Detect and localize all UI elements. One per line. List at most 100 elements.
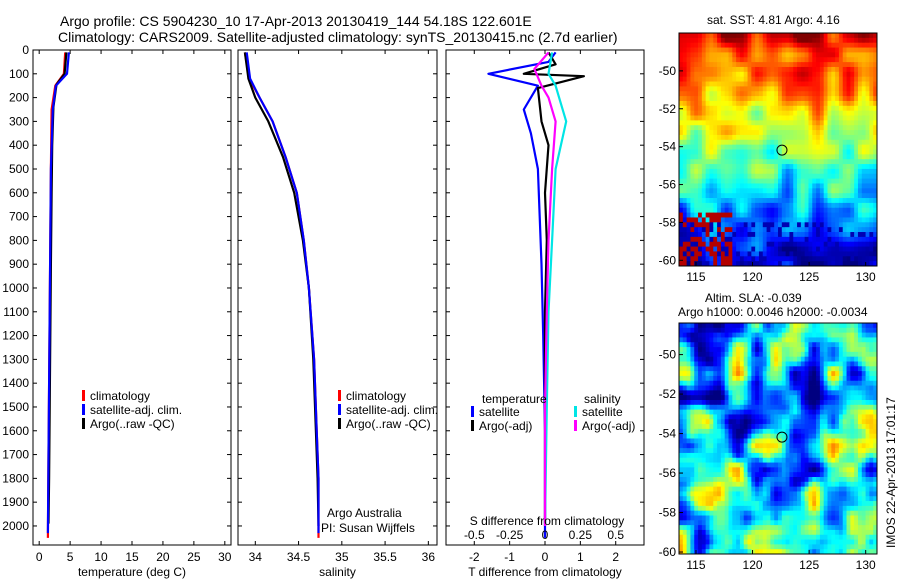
map-cell — [762, 351, 767, 358]
map-cell — [869, 144, 874, 150]
map-cell — [717, 337, 722, 343]
map-cell — [804, 52, 809, 58]
map-cell — [724, 515, 729, 521]
map-cell — [778, 227, 783, 233]
map-cell — [698, 486, 703, 492]
map-cell — [873, 409, 878, 415]
map-cell — [724, 390, 729, 396]
map-cell — [698, 57, 703, 63]
map-cell — [747, 414, 752, 420]
map-cell — [835, 164, 840, 170]
map-cell — [812, 91, 817, 97]
map-cell — [724, 457, 729, 463]
map-cell — [785, 62, 790, 68]
map-cell — [758, 428, 764, 435]
map-cell — [736, 510, 741, 516]
map-cell — [789, 467, 794, 473]
map-cell — [728, 222, 733, 228]
map-cell — [823, 33, 828, 39]
map-cell — [838, 510, 844, 516]
map-cell — [724, 198, 729, 204]
map-cell — [823, 144, 828, 150]
map-cell — [713, 462, 718, 468]
map-cell — [827, 125, 832, 131]
map-cell — [709, 351, 714, 358]
map-cell — [869, 236, 874, 243]
map-cell — [861, 347, 866, 353]
map-cell — [869, 57, 874, 63]
map-cell — [778, 241, 783, 247]
map-cell — [793, 236, 798, 243]
map-cell — [835, 193, 840, 199]
map-cell — [732, 323, 737, 329]
map-cell — [804, 47, 809, 53]
map-cell — [690, 212, 695, 218]
map-cell — [789, 96, 794, 102]
map-cell — [751, 37, 756, 44]
map-cell — [846, 510, 851, 516]
map-cell — [797, 351, 802, 358]
map-cell — [816, 188, 821, 194]
map-cell — [850, 356, 855, 362]
map-cell — [781, 183, 787, 189]
map-cell — [781, 486, 787, 492]
map-cell — [842, 385, 847, 391]
map-cell — [838, 110, 844, 116]
map-cell — [808, 207, 813, 213]
map-cell — [736, 323, 741, 329]
map-cell — [819, 47, 825, 53]
map-cell — [755, 332, 760, 338]
map-cell — [694, 62, 699, 68]
map-cell — [701, 428, 707, 435]
map-cell — [717, 400, 722, 406]
map-cell — [717, 481, 722, 488]
map-cell — [679, 96, 684, 102]
map-cell — [713, 501, 718, 507]
map-cell — [835, 178, 840, 184]
map-cell — [698, 515, 703, 521]
map-cell — [842, 448, 847, 454]
map-cell — [793, 375, 798, 382]
map-cell — [823, 66, 828, 73]
map-cell — [816, 81, 821, 87]
map-cell — [705, 375, 710, 382]
map-cell — [770, 134, 775, 141]
map-cell — [694, 188, 699, 194]
map-cell — [705, 139, 710, 146]
map-cell — [827, 57, 832, 63]
map-cell — [705, 217, 710, 223]
map-cell — [694, 400, 699, 406]
map-cell — [690, 47, 695, 53]
map-cell — [766, 91, 771, 97]
map-cell — [682, 414, 688, 420]
map-cell — [842, 433, 847, 439]
map-cell — [823, 91, 828, 97]
map-cell — [865, 433, 870, 439]
map-cell — [789, 380, 794, 386]
map-cell — [774, 100, 779, 107]
map-cell — [713, 356, 718, 362]
map-cell — [713, 202, 718, 209]
map-cell — [800, 261, 806, 267]
map-cell — [819, 347, 825, 353]
map-cell — [804, 66, 809, 73]
map-cell — [873, 120, 878, 126]
map-cell — [690, 472, 695, 478]
map-cell — [690, 159, 695, 165]
map-cell — [785, 110, 790, 116]
map-cell — [774, 134, 779, 141]
map-cell — [724, 375, 729, 382]
map-cell — [869, 375, 874, 382]
map-cell — [846, 139, 851, 146]
map-cell — [694, 414, 699, 420]
map-cell — [751, 183, 756, 189]
map-cell — [873, 467, 878, 473]
map-cell — [804, 76, 809, 82]
map-cell — [751, 375, 756, 382]
map-cell — [873, 419, 878, 425]
map-cell — [838, 105, 844, 112]
map-cell — [751, 105, 756, 112]
map-cell — [728, 76, 733, 82]
map-cell — [709, 115, 714, 121]
y-tick-label: 600 — [9, 186, 29, 200]
